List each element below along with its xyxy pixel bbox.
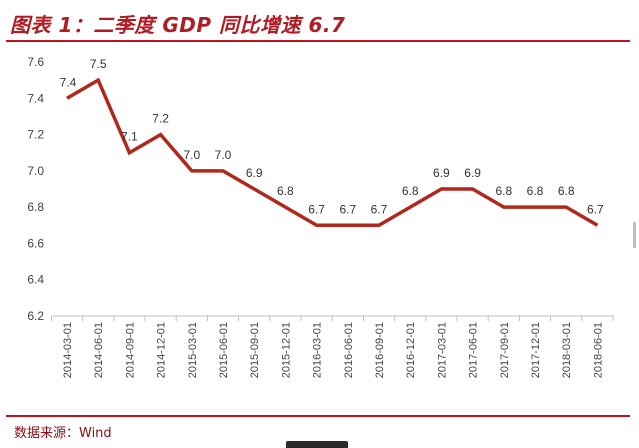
data-label: 6.7 [339, 202, 356, 216]
x-tick-label: 2017-12-01 [530, 322, 542, 378]
y-tick-label: 7.6 [27, 55, 44, 69]
data-label: 6.7 [587, 202, 604, 216]
data-label: 6.7 [308, 202, 325, 216]
bottom-tab-bar [286, 441, 348, 448]
x-tick-label: 2018-03-01 [561, 322, 573, 378]
x-tick-label: 2016-09-01 [374, 322, 386, 378]
data-label: 6.9 [246, 166, 263, 180]
data-label: 7.0 [215, 148, 232, 162]
x-tick-label: 2014-06-01 [93, 322, 105, 378]
footer-divider [6, 415, 630, 417]
x-tick-label: 2015-12-01 [280, 322, 292, 378]
x-axis-tick-labels: 2014-03-01 2014-06-01 2014-09-01 2014-12-01… [62, 322, 604, 378]
data-label: 6.8 [558, 184, 575, 198]
y-tick-label: 6.8 [27, 200, 44, 214]
y-tick-label: 6.4 [27, 273, 44, 287]
data-label: 6.8 [527, 184, 544, 198]
x-tick-label: 2016-06-01 [343, 322, 355, 378]
x-tick-label: 2017-03-01 [436, 322, 448, 378]
series-line-gdp [66, 77, 599, 228]
title-divider [6, 40, 630, 42]
data-label: 6.7 [371, 202, 388, 216]
x-tick-label: 2017-06-01 [468, 322, 480, 378]
data-label: 6.8 [402, 184, 419, 198]
x-tick-label: 2015-06-01 [218, 322, 230, 378]
data-label: 6.8 [277, 184, 294, 198]
data-labels: 7.4 7.5 7.1 7.2 7.0 7.0 6.9 6.8 6.7 6.7 6.7 6.8 6.9 6… [60, 57, 604, 216]
y-tick-label: 7.2 [27, 128, 44, 142]
data-label: 7.2 [152, 112, 169, 126]
x-axis-tick-marks [50, 316, 614, 321]
data-label: 7.1 [121, 130, 138, 144]
x-tick-label: 2017-09-01 [499, 322, 511, 378]
y-tick-label: 7.4 [27, 91, 44, 105]
data-label: 7.4 [60, 75, 77, 89]
x-tick-label: 2016-12-01 [405, 322, 417, 378]
chart-header: 图表 1：二季度 GDP 同比增速 6.7 [0, 0, 630, 42]
data-label: 7.0 [183, 148, 200, 162]
x-tick-label: 2015-03-01 [187, 322, 199, 378]
x-tick-label: 2016-03-01 [312, 322, 324, 378]
scroll-edge-marker [633, 222, 636, 248]
data-label: 6.9 [464, 166, 481, 180]
y-tick-label: 7.0 [27, 164, 44, 178]
data-label: 6.9 [433, 166, 450, 180]
x-tick-label: 2014-12-01 [156, 322, 168, 378]
y-tick-label: 6.2 [27, 309, 44, 323]
x-tick-label: 2014-09-01 [124, 322, 136, 378]
data-source-note: 数据来源：Wind [14, 426, 112, 441]
x-tick-label: 2018-06-01 [592, 322, 604, 378]
y-axis-ticks: 7.6 7.4 7.2 7.0 6.8 6.6 6.4 6.2 [27, 55, 44, 323]
data-label: 6.8 [495, 184, 512, 198]
y-tick-label: 6.6 [27, 236, 44, 250]
x-tick-label: 2014-03-01 [62, 322, 74, 378]
x-tick-label: 2015-09-01 [249, 322, 261, 378]
data-label: 7.5 [90, 57, 107, 71]
chart-title: 图表 1：二季度 GDP 同比增速 6.7 [10, 13, 346, 37]
